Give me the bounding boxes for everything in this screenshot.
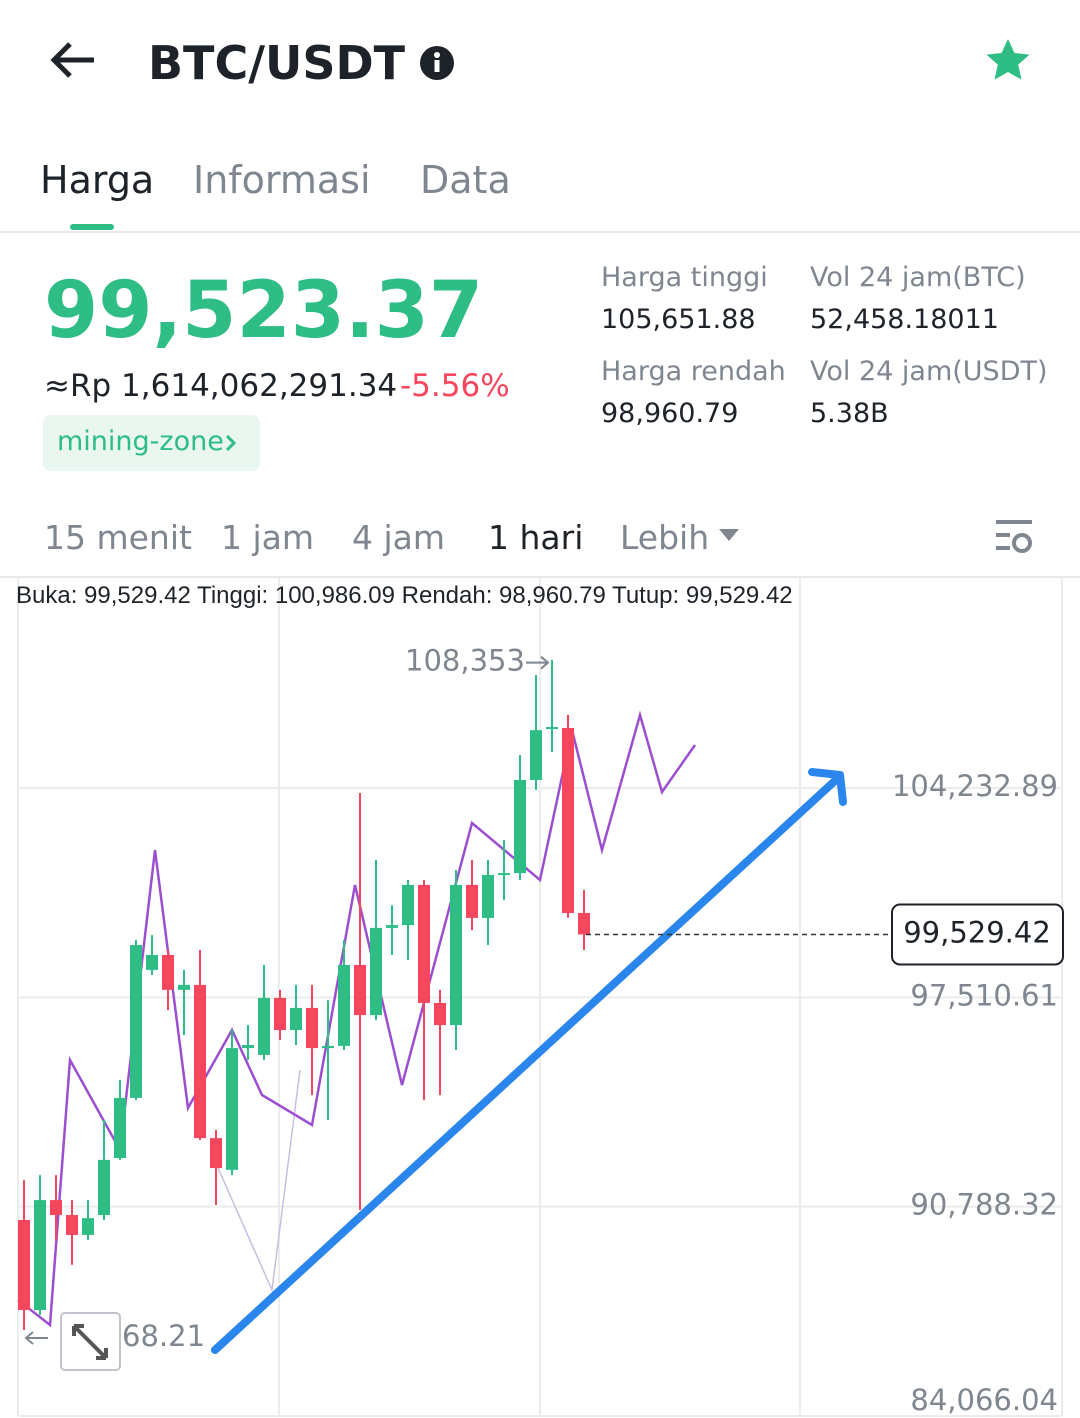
trend-arrow: [211, 768, 847, 1354]
candle-body: [242, 1044, 254, 1049]
candle-body: [434, 1002, 446, 1026]
candle-body: [402, 884, 414, 926]
min-arrow: [24, 1331, 48, 1345]
last-price-label: 99,529.42: [903, 915, 1051, 949]
title: BTC/USDT: [148, 36, 406, 90]
idr-price: ≈Rp 1,614,062,291.34: [44, 368, 398, 404]
expand-button[interactable]: [60, 1312, 122, 1372]
candle-body: [338, 964, 350, 1046]
candle-body: [210, 1138, 222, 1168]
change: -5.56%: [400, 368, 510, 404]
candle-body: [306, 1007, 318, 1049]
candle-body: [562, 727, 574, 913]
interval[interactable]: 1 jam: [221, 518, 315, 557]
candle-body: [322, 1045, 334, 1049]
candle-body: [66, 1215, 78, 1235]
stat-label: Vol 24 jam(USDT): [810, 356, 1048, 387]
candle-body: [226, 1048, 238, 1170]
interval[interactable]: 4 jam: [352, 518, 446, 557]
candle-body: [82, 1218, 94, 1235]
candle-body: [114, 1097, 126, 1159]
tag-box[interactable]: [43, 415, 260, 471]
stat-label: Vol 24 jam(BTC): [810, 262, 1026, 293]
interval[interactable]: 1 hari: [488, 518, 584, 557]
tab-indicator: [70, 224, 114, 230]
candle-body: [466, 884, 478, 918]
tag[interactable]: mining-zone: [57, 426, 224, 457]
stat-value: 98,960.79: [601, 398, 739, 429]
candle-body: [258, 997, 270, 1055]
candle-body: [386, 925, 398, 928]
candle-body: [514, 779, 526, 874]
info-icon[interactable]: [419, 45, 455, 81]
candle-body: [162, 954, 174, 990]
candle-body: [194, 984, 206, 1139]
candle-body: [498, 873, 510, 876]
stat-value: 52,458.18011: [810, 304, 999, 335]
candle-body: [130, 945, 142, 1098]
favorite-star[interactable]: [984, 37, 1032, 83]
tab[interactable]: Informasi: [193, 158, 371, 202]
back-button[interactable]: [48, 40, 98, 80]
candle-body: [578, 912, 590, 935]
candle-body: [146, 954, 158, 970]
candle-body: [530, 730, 542, 780]
y-tick-label: 84,066.04: [910, 1383, 1058, 1417]
y-tick-label: 97,510.61: [910, 978, 1058, 1012]
tab[interactable]: Harga: [40, 158, 155, 202]
candle-body: [354, 964, 366, 1016]
candle-body: [290, 1007, 302, 1031]
stat-label: Harga rendah: [601, 356, 786, 387]
chevron: [225, 434, 237, 452]
candle-body: [482, 874, 494, 918]
y-tick-label: 104,232.89: [892, 769, 1058, 803]
candle-body: [178, 984, 190, 990]
candle-body: [418, 884, 430, 1003]
candle-body: [274, 997, 286, 1031]
stat-value: 105,651.88: [601, 304, 756, 335]
last-price: 99,523.37: [44, 266, 484, 356]
candle-body: [18, 1220, 30, 1310]
max-label: 108,353: [405, 644, 525, 678]
stat-label: Harga tinggi: [601, 262, 768, 293]
stat-value: 5.38B: [810, 398, 889, 429]
tab[interactable]: Data: [420, 158, 511, 202]
candle-body: [50, 1200, 62, 1216]
candle-body: [34, 1200, 46, 1310]
candle-body: [450, 884, 462, 1026]
settings-icon[interactable]: [994, 518, 1034, 556]
candle-body: [98, 1159, 110, 1216]
indicator-line: [17, 710, 697, 1328]
last-price-box: [891, 903, 1064, 966]
y-tick-label: 90,788.32: [910, 1188, 1058, 1222]
min-label: 68.21: [122, 1319, 205, 1353]
candle-body: [370, 927, 382, 1016]
interval[interactable]: 15 menit: [44, 518, 192, 557]
indicator-line: [217, 1069, 301, 1293]
dropdown-caret: [719, 529, 739, 541]
candle-body: [546, 727, 558, 730]
interval[interactable]: Lebih: [620, 518, 710, 557]
ohlc-text: Buka: 99,529.42 Tinggi: 100,986.09 Renda…: [16, 582, 793, 609]
max-arrow: [526, 655, 550, 670]
